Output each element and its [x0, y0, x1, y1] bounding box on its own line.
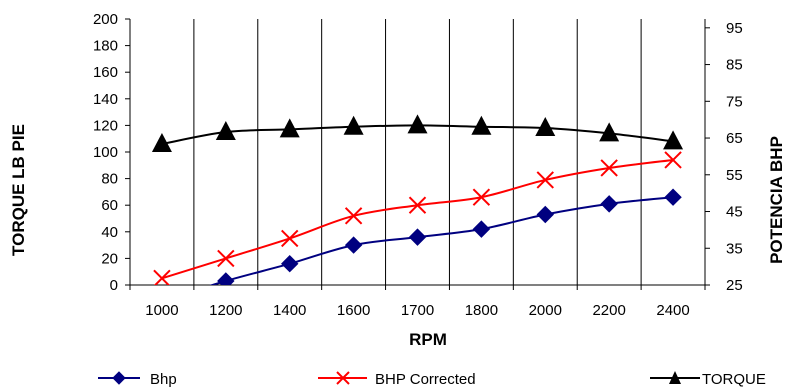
- data-point-diamond: [408, 228, 427, 246]
- legend: Bhp BHP Corrected TORQUE: [98, 371, 766, 388]
- left-tick-label: 80: [101, 171, 118, 188]
- data-point-x: [536, 171, 554, 189]
- legend-label-bhp: Bhp: [150, 371, 177, 388]
- legend-triangle-marker: [669, 371, 681, 384]
- right-tick-label: 25: [726, 277, 743, 294]
- x-tick-label: 1800: [465, 302, 498, 319]
- data-point-diamond: [344, 236, 363, 254]
- series-bhp: [209, 188, 682, 285]
- data-point-triangle: [279, 118, 300, 138]
- data-point-triangle: [471, 115, 492, 135]
- data-point-diamond: [217, 272, 235, 285]
- data-point-triangle: [599, 122, 620, 142]
- right-tick-label: 35: [726, 240, 743, 257]
- data-point-diamond: [600, 195, 618, 213]
- x-axis-title: RPM: [409, 330, 447, 349]
- data-point-triangle: [151, 133, 172, 153]
- data-point-x: [600, 159, 618, 177]
- x-tick-label: 1200: [209, 302, 242, 319]
- right-y-axis-title: POTENCIA BHP: [767, 136, 786, 264]
- x-tick-label: 1400: [273, 302, 306, 319]
- data-point-diamond: [472, 220, 491, 238]
- right-tick-label: 55: [726, 167, 743, 184]
- legend-item-bhp: Bhp: [98, 371, 177, 388]
- left-tick-label: 120: [93, 117, 118, 134]
- legend-label-torque: TORQUE: [702, 371, 766, 388]
- x-tick-label: 2200: [592, 302, 625, 319]
- right-tick-label: 95: [726, 20, 743, 37]
- right-tick-label: 85: [726, 57, 743, 74]
- left-tick-label: 200: [93, 11, 118, 28]
- legend-x-marker: [336, 371, 350, 385]
- data-point-diamond: [281, 255, 299, 273]
- left-tick-label: 60: [101, 197, 118, 214]
- left-tick-label: 140: [93, 91, 118, 108]
- series-bhp-corrected: [153, 151, 682, 285]
- x-tick-label: 1000: [145, 302, 178, 319]
- data-point-x: [281, 229, 299, 248]
- x-tick-label: 2400: [656, 302, 689, 319]
- data-point-x: [408, 196, 427, 214]
- data-point-triangle: [535, 117, 556, 137]
- series-layer: [151, 114, 684, 285]
- x-tick-label: 1700: [401, 302, 434, 319]
- series-line: [161, 158, 674, 280]
- left-tick-label: 180: [93, 38, 118, 55]
- legend-label-bhp-corrected: BHP Corrected: [375, 371, 476, 388]
- data-point-x: [217, 249, 235, 268]
- data-point-x: [664, 151, 682, 169]
- right-tick-label: 65: [726, 130, 743, 147]
- right-tick-label: 45: [726, 204, 743, 221]
- data-point-diamond: [664, 188, 682, 206]
- left-y-axis-title: TORQUE LB PIE: [9, 124, 28, 256]
- legend-item-torque: TORQUE: [650, 371, 766, 388]
- data-point-triangle: [407, 114, 428, 134]
- vertical-gridlines: [193, 19, 642, 285]
- right-y-axis: 25 35 45 55 65 75 85 95: [705, 20, 743, 294]
- legend-item-bhp-corrected: BHP Corrected: [318, 371, 476, 388]
- data-point-triangle: [215, 121, 236, 141]
- x-tick-label: 1600: [337, 302, 370, 319]
- x-tick-label: 2000: [529, 302, 562, 319]
- data-point-x: [153, 269, 171, 285]
- legend-diamond-marker: [112, 371, 126, 385]
- data-point-x: [344, 207, 363, 225]
- right-tick-label: 75: [726, 93, 743, 110]
- data-point-triangle: [663, 130, 684, 150]
- left-y-axis: 0 20 40 60 80 100 120 140 160 180 200: [93, 11, 130, 294]
- left-tick-label: 20: [101, 250, 118, 267]
- x-axis: 1000 1200 1400 1600 1700 1800 2000 2200 2400: [129, 285, 706, 319]
- left-tick-label: 0: [110, 277, 118, 294]
- left-tick-label: 100: [93, 144, 118, 161]
- data-point-triangle: [343, 115, 364, 135]
- data-point-x: [472, 188, 491, 206]
- left-tick-label: 160: [93, 64, 118, 81]
- series-torque: [151, 114, 684, 153]
- data-point-diamond: [536, 205, 554, 224]
- left-tick-label: 40: [101, 224, 118, 241]
